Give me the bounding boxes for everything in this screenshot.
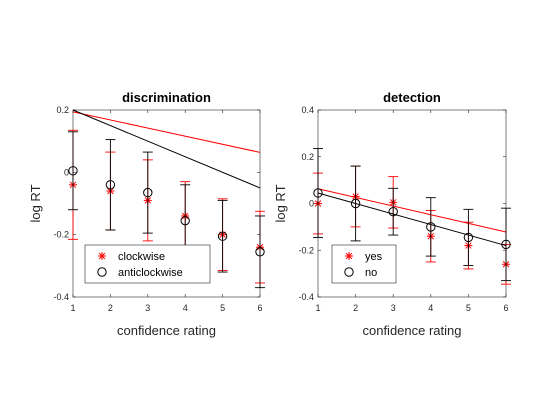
data-point (105, 180, 116, 190)
error-bar (255, 215, 265, 289)
fit-line (72, 111, 261, 153)
error-bar (217, 199, 228, 273)
error-bar (501, 207, 511, 282)
x-tick-label: 5 (220, 303, 225, 313)
x-tick-label: 1 (70, 303, 75, 313)
series-no (313, 148, 511, 282)
error-bar (105, 139, 116, 231)
x-tick-label: 6 (257, 303, 262, 313)
legend-marker (345, 252, 353, 260)
error-bar (388, 187, 399, 236)
legend-box (84, 244, 211, 284)
y-tick-label: 0.4 (301, 105, 314, 115)
chart-title: detection (383, 90, 441, 105)
error-bar (313, 148, 323, 238)
legend-label: no (365, 267, 377, 279)
data-point (463, 232, 474, 243)
error-bar (425, 197, 436, 257)
y-axis-label: log RT (28, 184, 43, 222)
y-tick-label: -0.4 (298, 292, 314, 302)
legend-marker (344, 267, 354, 277)
legend-marker (97, 267, 107, 277)
fit-line (317, 188, 507, 233)
data-point (68, 166, 78, 176)
x-tick-label: 2 (353, 303, 358, 313)
data-point (180, 215, 190, 226)
legend-label: anticlockwise (118, 267, 183, 279)
x-tick-label: 5 (466, 303, 471, 313)
legend-marker (98, 252, 106, 260)
legend: yes no (331, 244, 397, 284)
data-point (143, 187, 153, 198)
chart-panel-discrimination: 1 2 3 4 5 6 -0.4 -0.2 0 0.2 discrimination confiden… (28, 90, 265, 338)
data-point (255, 247, 265, 257)
x-tick-label: 6 (503, 303, 508, 313)
chart-panel-detection: 1 2 3 4 5 6 -0.4 -0.2 0 0.2 0.4 detection confidence… (273, 90, 511, 338)
y-tick-label: 0.2 (56, 105, 69, 115)
legend-label: clockwise (118, 251, 165, 263)
y-axis-label: log RT (273, 184, 288, 222)
fit-line (72, 109, 261, 189)
legend-label: yes (365, 251, 383, 263)
x-tick-label: 4 (428, 303, 433, 313)
fit-line (317, 192, 507, 247)
data-point (426, 222, 436, 232)
x-axis-label: confidence rating (362, 323, 461, 338)
data-point (350, 198, 361, 209)
y-tick-label: 0 (309, 199, 314, 209)
error-bar (68, 131, 78, 211)
error-bar (463, 208, 474, 266)
error-bar (142, 151, 153, 234)
legend: clockwise anticlockwise (84, 244, 211, 284)
x-tick-label: 4 (183, 303, 188, 313)
x-tick-label: 1 (315, 303, 320, 313)
x-axis-label: confidence rating (117, 323, 216, 338)
x-tick-label: 2 (108, 303, 113, 313)
y-tick-label: -0.2 (298, 245, 314, 255)
x-tick-label: 3 (391, 303, 396, 313)
data-point (217, 231, 228, 241)
y-tick-label: 0.2 (301, 152, 314, 162)
chart-title: discrimination (122, 90, 211, 105)
y-tick-label: 0 (64, 167, 69, 177)
error-bar (350, 165, 361, 242)
x-tick-label: 3 (145, 303, 150, 313)
y-tick-label: -0.2 (53, 230, 69, 240)
data-point (313, 188, 323, 198)
legend-box (331, 244, 397, 284)
y-tick-label: -0.4 (53, 292, 69, 302)
data-point (388, 206, 398, 217)
data-point (501, 239, 511, 250)
